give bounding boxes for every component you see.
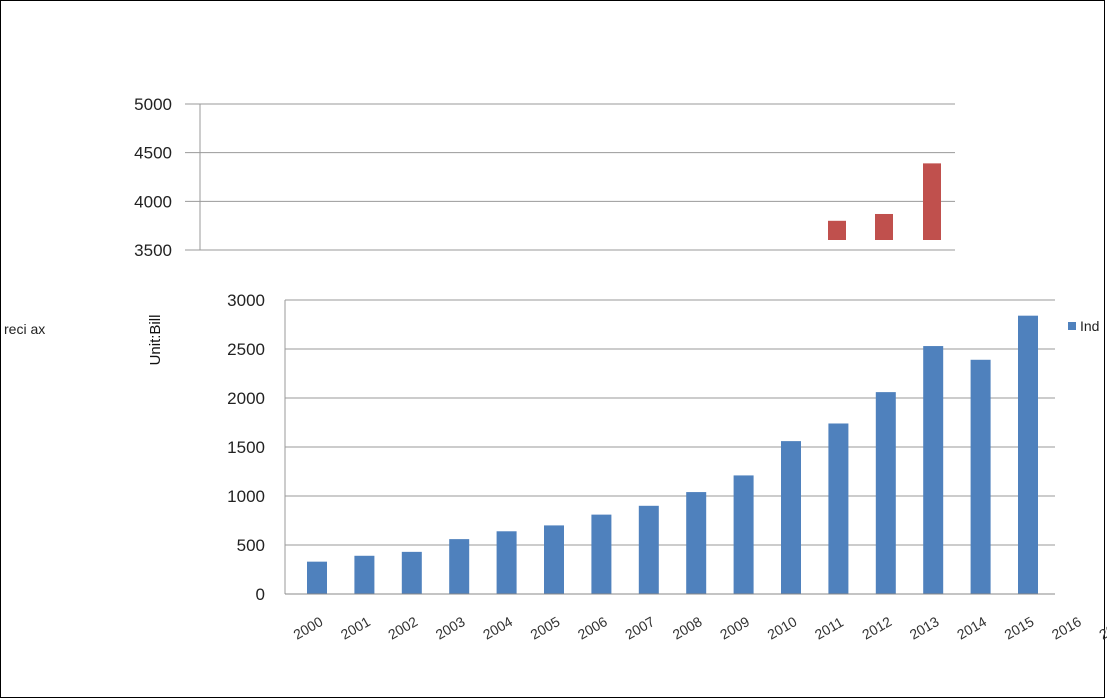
- y-tick-labels: 0 500 1000 1500 2000 2500 3000 3500 4000 4500 5000: [134, 95, 265, 604]
- bar: [544, 525, 564, 594]
- x-tick-label: 2014: [954, 613, 989, 643]
- x-tick-label: 2016: [1049, 613, 1084, 643]
- x-tick-label: 2003: [433, 613, 468, 643]
- bar: [591, 514, 612, 594]
- bar: [828, 423, 849, 594]
- x-tick-label: 2009: [717, 613, 752, 643]
- y-tick-label: 500: [237, 536, 265, 555]
- x-tick-label: 2012: [859, 613, 894, 643]
- bar: [781, 441, 801, 594]
- bar: [1018, 315, 1038, 594]
- legend: Ind: [1068, 318, 1099, 334]
- y-tick-label: 3500: [134, 241, 172, 260]
- y-tick-label: 1000: [227, 487, 265, 506]
- y-tick-label: 5000: [134, 95, 172, 114]
- x-tick-labels: 2000 2001 2002 2003 2004 2005 2006 2007 2008 2009…: [291, 613, 1107, 643]
- legend-swatch: [1068, 322, 1076, 330]
- x-tick-label: 2015: [1002, 613, 1037, 643]
- bars: [307, 163, 1038, 594]
- x-tick-label: 2013: [907, 613, 942, 643]
- y-tick-label: 4000: [134, 192, 172, 211]
- bar: [307, 561, 327, 594]
- x-tick-label: 2002: [385, 613, 420, 643]
- y-tick-label: 2000: [227, 389, 265, 408]
- bar: [496, 531, 517, 594]
- y-tick-label: 1500: [227, 438, 265, 457]
- x-tick-label: 2000: [291, 613, 326, 643]
- left-annotation: reci ax: [4, 321, 45, 337]
- y-tick-label: 4500: [134, 144, 172, 163]
- x-tick-label: 2017: [1096, 613, 1107, 643]
- x-tick-label: 2007: [622, 613, 657, 643]
- bar-upper: [875, 213, 893, 240]
- bar-upper: [923, 163, 941, 240]
- bar: [686, 492, 707, 594]
- x-tick-label: 2010: [765, 613, 800, 643]
- x-tick-label: 2006: [575, 613, 610, 643]
- y-axis-title: Unit:Bill: [147, 315, 164, 366]
- x-tick-label: 2008: [670, 613, 705, 643]
- bar: [733, 475, 754, 594]
- bar-upper: [828, 220, 846, 240]
- x-tick-label: 2005: [528, 613, 563, 643]
- bar: [638, 505, 659, 594]
- y-tick-label: 3000: [227, 291, 265, 310]
- x-tick-label: 2011: [812, 614, 846, 643]
- bar: [449, 539, 470, 594]
- bar: [875, 392, 896, 594]
- bar: [970, 359, 991, 594]
- x-tick-label: 2004: [480, 613, 515, 643]
- bar: [354, 555, 375, 594]
- y-tick-label: 2500: [227, 340, 265, 359]
- y-tick-label: 0: [256, 585, 265, 604]
- bar: [923, 346, 944, 594]
- legend-label: Ind: [1080, 318, 1099, 334]
- x-tick-label: 2001: [338, 613, 373, 643]
- bar: [401, 551, 422, 594]
